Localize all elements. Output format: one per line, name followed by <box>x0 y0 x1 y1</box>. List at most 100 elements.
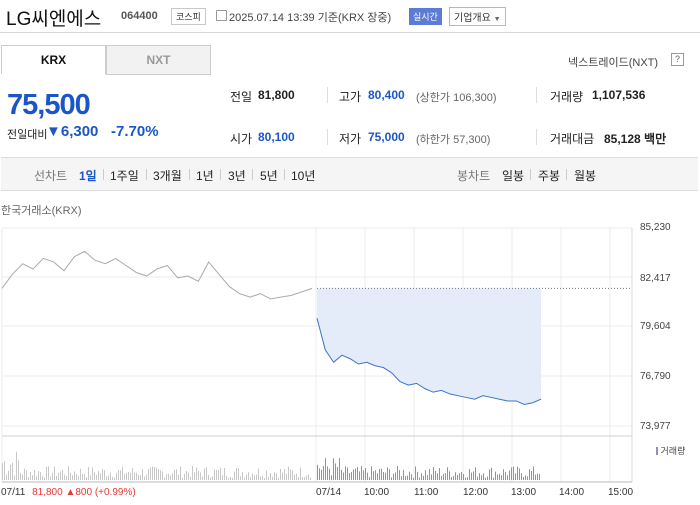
volume-bar <box>184 473 185 480</box>
help-icon[interactable]: ? <box>671 53 684 66</box>
volume-bar <box>513 466 514 480</box>
volume-bar <box>132 467 133 480</box>
volume-bar <box>206 467 207 480</box>
volume-bar <box>180 466 181 480</box>
volume-bar <box>164 477 165 480</box>
volume-bar <box>511 467 512 480</box>
high-value: 80,400 <box>368 88 405 102</box>
volume-bar <box>423 475 424 480</box>
company-overview-button[interactable]: 기업개요 ▼ <box>449 7 506 26</box>
volume-bar <box>505 472 506 480</box>
volume-bar <box>230 477 231 480</box>
volume-bar <box>186 470 187 480</box>
line-chart-label: 선차트 <box>34 169 68 183</box>
volume-bar <box>284 469 285 480</box>
divider <box>146 169 147 180</box>
volume-bar <box>431 474 432 480</box>
volume-bar <box>503 469 504 480</box>
volume-bar <box>477 476 478 480</box>
period-1d[interactable]: 1일 <box>79 169 97 183</box>
period-3y[interactable]: 3년 <box>228 169 246 183</box>
volume-bar <box>188 472 189 480</box>
y-tick: 79,604 <box>640 321 671 332</box>
volume-bar <box>333 458 334 480</box>
volume-bar <box>455 472 456 480</box>
volume-bar <box>106 476 107 480</box>
volume-bar <box>104 470 105 480</box>
volume-bar <box>433 467 434 480</box>
volume-bar <box>459 473 460 480</box>
divider <box>536 129 537 145</box>
volume-bar <box>529 469 530 480</box>
volume-value: 1,107,536 <box>592 88 646 102</box>
volume-bar <box>32 475 33 480</box>
period-1w[interactable]: 1주일 <box>110 169 139 183</box>
candle-chart-label: 봉차트 <box>457 169 491 183</box>
period-1y[interactable]: 1년 <box>196 169 214 183</box>
volume-bar <box>310 477 311 480</box>
volume-bar <box>44 477 45 480</box>
volume-bar <box>84 473 85 480</box>
period-weekly-candle[interactable]: 주봉 <box>538 169 561 183</box>
volume-bar <box>98 470 99 480</box>
today-area <box>317 288 541 405</box>
amount-label: 거래대금 <box>550 132 595 146</box>
volume-bar <box>274 472 275 480</box>
volume-bar <box>437 473 438 480</box>
volume-bar <box>507 475 508 480</box>
volume-bar <box>357 467 358 480</box>
volume-bar <box>116 473 117 480</box>
period-monthly-candle[interactable]: 월봉 <box>574 169 597 183</box>
chart-source: 한국거래소(KRX) <box>1 205 82 217</box>
volume-bar <box>242 472 243 480</box>
y-tick: 76,790 <box>640 371 671 382</box>
volume-bar <box>421 473 422 480</box>
volume-bar <box>373 471 374 480</box>
volume-bar <box>52 472 53 480</box>
volume-bar <box>453 476 454 480</box>
volume-bar <box>146 474 147 480</box>
volume-bar <box>489 469 490 480</box>
volume-bar <box>4 461 5 480</box>
nextrade-link[interactable]: 넥스트레이드(NXT) <box>568 57 659 69</box>
volume-bar <box>70 472 71 480</box>
volume-bar <box>487 476 488 480</box>
tab-krx[interactable]: KRX <box>1 45 106 74</box>
volume-bar <box>497 474 498 480</box>
volume-bar <box>266 470 267 480</box>
volume-bar <box>154 466 155 480</box>
upper-limit: (상한가 106,300) <box>416 92 497 104</box>
volume-bar <box>60 471 61 480</box>
volume-bar <box>14 475 15 480</box>
volume-bar <box>158 469 159 480</box>
volume-bar <box>160 470 161 480</box>
period-5y[interactable]: 5년 <box>260 169 278 183</box>
volume-bar <box>294 474 295 480</box>
volume-bar <box>443 473 444 480</box>
header-bar <box>0 0 700 33</box>
volume-bar <box>62 469 63 480</box>
volume-bar <box>319 468 320 480</box>
volume-bar <box>276 473 277 480</box>
volume-bar <box>262 476 263 480</box>
volume-bar <box>10 464 11 480</box>
volume-bar <box>397 466 398 480</box>
volume-bar <box>317 464 318 480</box>
volume-bar <box>108 475 109 480</box>
volume-bar <box>228 477 229 480</box>
period-daily-candle[interactable]: 일봉 <box>502 169 525 183</box>
tab-nxt[interactable]: NXT <box>106 45 211 75</box>
volume-bar <box>335 463 336 480</box>
volume-bar <box>445 472 446 480</box>
volume-bar <box>152 466 153 480</box>
volume-bar <box>102 468 103 480</box>
volume-bar <box>42 475 43 480</box>
timestamp-time: 2025.07.14 13:39 <box>229 12 315 24</box>
volume-bar <box>286 473 287 480</box>
volume-legend-swatch <box>656 447 658 455</box>
period-3m[interactable]: 3개월 <box>153 169 182 183</box>
volume-bar <box>166 474 167 480</box>
period-10y[interactable]: 10년 <box>291 169 316 183</box>
volume-bar <box>381 468 382 480</box>
